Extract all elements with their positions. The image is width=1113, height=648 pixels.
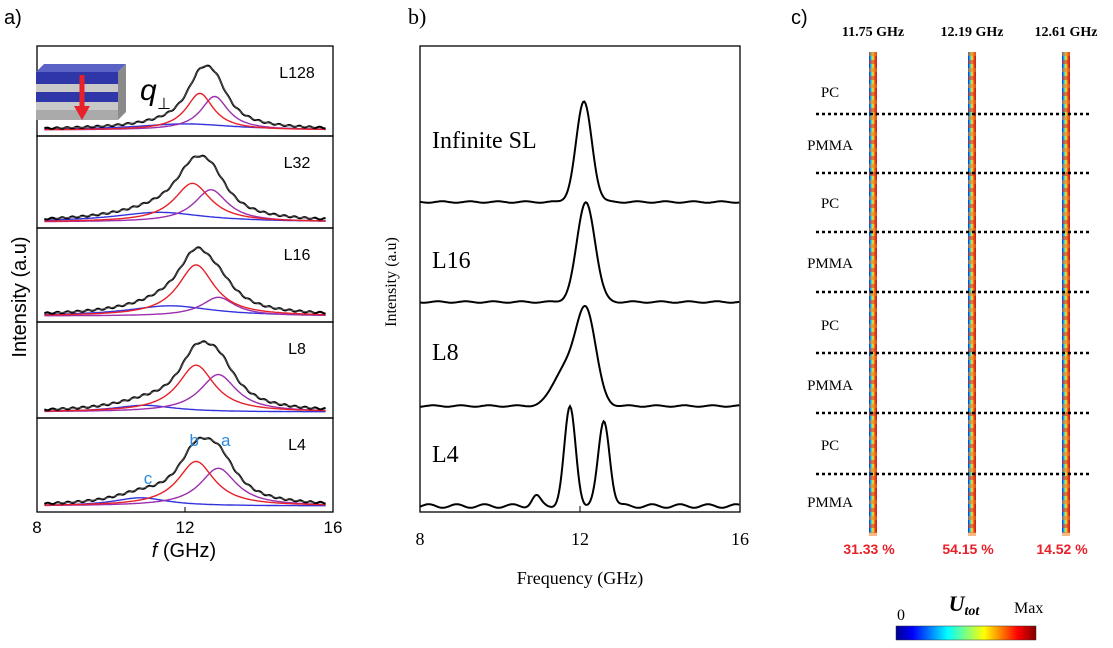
subplot-frame xyxy=(36,321,334,419)
layer-label: PMMA xyxy=(807,256,853,272)
subplot-l32: L32 xyxy=(36,135,334,229)
colorbar-title: Utot xyxy=(949,591,981,619)
series-line xyxy=(419,100,740,204)
series-label: Infinite SL xyxy=(432,128,537,154)
peak-label-a: a xyxy=(221,431,231,450)
panel-a-xlabel: f (GHz) xyxy=(152,540,216,562)
x-tick-label: 16 xyxy=(731,529,749,549)
panel-a-subplots: L128 L32 L16 L8 L4 b a c xyxy=(36,45,334,513)
fit-peak-b xyxy=(44,364,326,412)
panel-b-ylabel: Intensity (a.u) xyxy=(383,237,400,327)
inset-q-symbol: q xyxy=(140,74,157,107)
fit-peak-b xyxy=(44,182,326,222)
subplot-frame xyxy=(36,417,334,513)
series-label: L4 xyxy=(432,442,459,468)
subplot-label: L16 xyxy=(284,247,311,264)
x-tick-label: 12 xyxy=(176,518,195,537)
subplot-label: L4 xyxy=(288,437,306,454)
peak-label-b: b xyxy=(190,431,199,450)
colorbar-min-label: 0 xyxy=(897,607,905,624)
total-fit xyxy=(55,155,315,219)
colorbar-max-label: Max xyxy=(1014,600,1043,617)
series-line xyxy=(420,304,740,408)
panel-label-b: b) xyxy=(408,4,426,29)
layer-label: PMMA xyxy=(807,138,853,154)
subplot-l8: L8 xyxy=(36,321,334,419)
subplot-label: L8 xyxy=(288,341,306,358)
panel-a-xticks: 8 12 16 xyxy=(32,507,342,537)
panel-a-xlabel-unit: (GHz) xyxy=(157,540,216,562)
layer-label: PMMA xyxy=(807,495,853,511)
subplot-l16: L16 xyxy=(36,227,334,323)
inset-q-subscript: ⊥ xyxy=(157,96,171,113)
fit-peak-b xyxy=(44,460,326,506)
panel-label-c: c) xyxy=(791,7,808,29)
panel-label-a: a) xyxy=(4,7,22,29)
fit-peak-b xyxy=(44,264,326,316)
series-line xyxy=(419,201,740,304)
panel-b-xlabel: Frequency (GHz) xyxy=(517,568,643,589)
fit-peak-a xyxy=(44,296,326,317)
layer-label: PC xyxy=(821,85,839,101)
panel-a-ylabel: Intensity (a.u) xyxy=(9,236,31,357)
total-fit xyxy=(55,437,315,504)
fit-peak-b xyxy=(44,92,326,131)
subplot-l4: L4 b a c xyxy=(36,417,334,513)
panel-a-xlabel-var: f xyxy=(152,540,160,562)
x-tick-label: 12 xyxy=(571,529,589,549)
layer-label: PC xyxy=(821,318,839,334)
peak-label-c: c xyxy=(144,469,153,488)
series-l8: L8 xyxy=(420,304,740,408)
mode-frequency: 11.75 GHz xyxy=(842,25,904,40)
series-line xyxy=(419,404,740,509)
layer-label: PC xyxy=(821,438,839,454)
mode-frequency: 12.19 GHz xyxy=(941,25,1004,40)
subplot-label: L128 xyxy=(279,65,315,82)
layer-label: PC xyxy=(821,196,839,212)
series-l16: L16 xyxy=(419,201,740,304)
total-fit xyxy=(55,247,315,314)
layer-label: PMMA xyxy=(807,378,853,394)
total-fit xyxy=(55,65,315,129)
series-infinite-sl: Infinite SL xyxy=(419,100,740,204)
mode-percent: 54.15 % xyxy=(942,541,994,557)
mode-column-3: 12.61 GHz 14.52 % xyxy=(1035,25,1098,557)
series-label: L8 xyxy=(432,340,459,366)
colorbar xyxy=(895,625,1037,641)
subplot-label: L32 xyxy=(284,155,311,172)
x-tick-label: 16 xyxy=(324,518,343,537)
x-tick-label: 8 xyxy=(32,518,41,537)
mode-percent: 31.33 % xyxy=(843,541,895,557)
fit-peak-a xyxy=(44,373,326,413)
total-fit xyxy=(55,341,315,410)
x-tick-label: 8 xyxy=(416,529,425,549)
mode-percent: 14.52 % xyxy=(1036,541,1088,557)
panel-c-content: 11.75 GHz 31.33 % 12.19 GHz 54.15 % 12.61 GH… xyxy=(807,25,1097,557)
panel-b-xticks: 8 12 16 xyxy=(416,506,749,549)
fit-peak-a xyxy=(44,467,326,507)
panel-b-series: Infinite SL L16 L8 L4 xyxy=(419,100,740,509)
arrow-down-icon xyxy=(74,106,90,120)
layer-stack-icon xyxy=(36,64,126,120)
series-label: L16 xyxy=(432,248,471,274)
series-l4: L4 xyxy=(419,404,740,509)
mode-frequency: 12.61 GHz xyxy=(1035,25,1098,40)
